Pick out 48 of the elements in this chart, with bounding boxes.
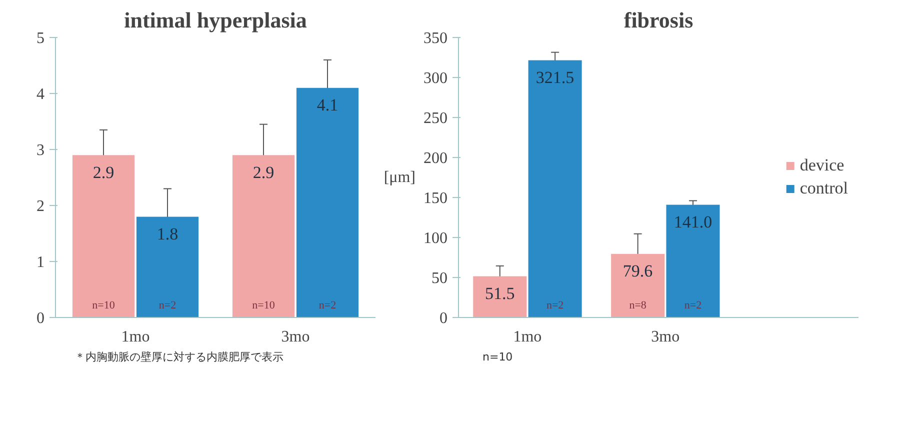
text: n=10 (482, 350, 513, 364)
data-label: 2.9 (92, 162, 114, 182)
data-label: 79.6 (622, 262, 653, 281)
legend-label: control (800, 178, 848, 198)
bar (666, 204, 720, 318)
bar (296, 88, 359, 318)
bar (72, 155, 135, 318)
bar (136, 216, 199, 318)
chart-title: intimal hyperplasia (124, 8, 307, 32)
legend-label: device (800, 156, 844, 176)
y-tick-label: 300 (424, 70, 448, 87)
y-tick-label: 5 (36, 30, 44, 47)
y-tick-label: 50 (432, 270, 448, 287)
data-label: 1.8 (156, 224, 178, 244)
annotation: n=2 (158, 300, 176, 312)
x-tick-label: 1mo (513, 328, 542, 346)
x-tick-label: 1mo (121, 328, 150, 346)
annotation: n=10 (92, 300, 116, 312)
annotation: n=2 (318, 300, 336, 312)
data-label: 141.0 (674, 212, 712, 232)
bar (473, 276, 527, 318)
y-tick-label: 100 (424, 230, 448, 247)
annotation: n=10 (252, 300, 276, 312)
y-axis-title: [μm] (384, 169, 416, 186)
y-tick-label: 0 (36, 310, 44, 327)
bar (232, 155, 295, 318)
y-tick-label: 150 (424, 190, 448, 207)
data-label: 51.5 (485, 284, 515, 304)
data-label: 321.5 (536, 68, 574, 88)
data-label: 4.1 (316, 96, 338, 115)
x-tick-label: 3mo (281, 328, 310, 346)
bar (611, 254, 665, 318)
text: ＊内胸動脈の壁厚に対する内膜肥厚で表示 (74, 350, 284, 364)
chart-title: fibrosis (624, 8, 694, 32)
annotation: n=8 (629, 300, 647, 312)
y-tick-label: 1 (36, 254, 44, 271)
y-tick-label: 2 (36, 198, 44, 215)
annotation: n=2 (684, 300, 702, 312)
data-label: 2.9 (252, 162, 274, 182)
y-tick-label: 250 (424, 110, 448, 127)
y-tick-label: 350 (424, 30, 448, 47)
bar (528, 60, 582, 318)
annotation: n=2 (546, 300, 564, 312)
x-tick-label: 3mo (651, 328, 680, 346)
y-tick-label: 0 (440, 310, 448, 327)
y-tick-label: 4 (36, 86, 44, 103)
y-tick-label: 200 (424, 150, 448, 167)
y-tick-label: 3 (36, 142, 44, 159)
